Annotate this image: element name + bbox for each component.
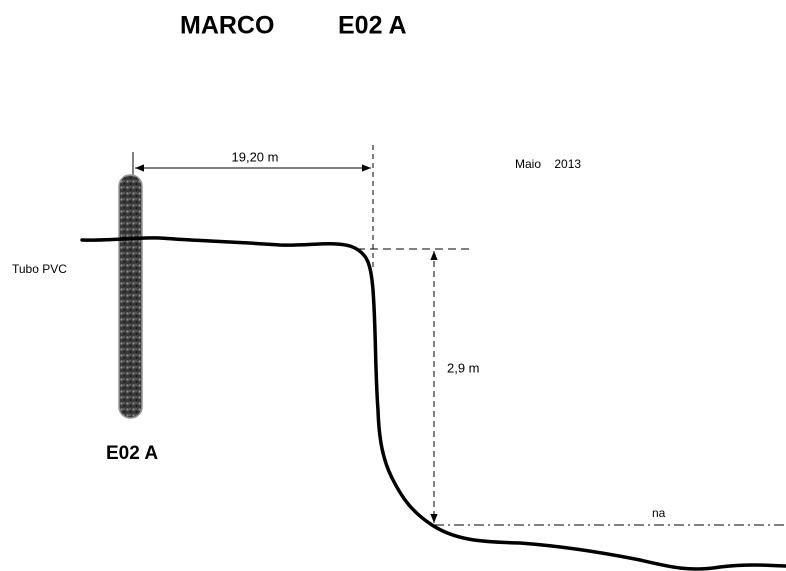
date-label: Maio 2013	[515, 157, 581, 171]
depth-label: 2,9 m	[447, 360, 480, 375]
terrain-profile	[80, 236, 786, 571]
pvc-pipe	[118, 174, 143, 419]
marker-label: E02 A	[106, 443, 158, 464]
title-marco: MARCO	[180, 12, 274, 40]
water-level-label: na	[652, 506, 666, 520]
distance-label: 19,20 m	[232, 149, 279, 164]
title-code: E02 A	[338, 12, 407, 40]
pipe-label: Tubo PVC	[12, 262, 67, 276]
